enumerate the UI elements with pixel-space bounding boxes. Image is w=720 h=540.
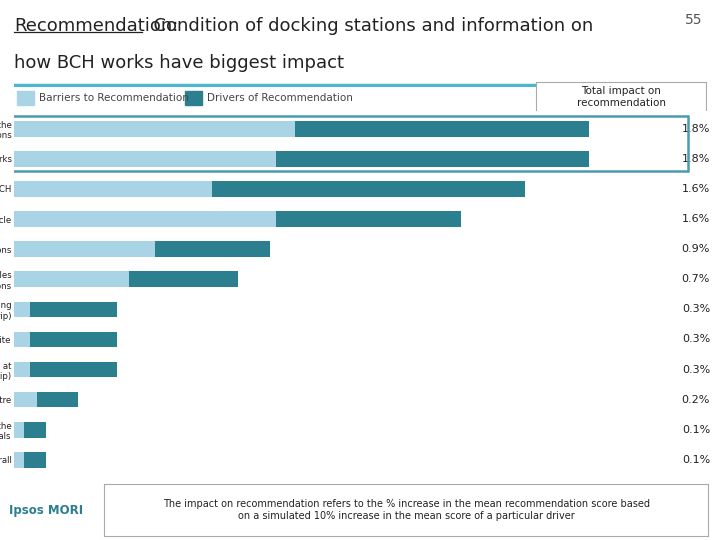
Bar (14, 121, 295, 137)
Bar (276, 151, 589, 167)
Bar (14, 422, 24, 437)
Text: Drivers of Recommendation: Drivers of Recommendation (207, 93, 353, 103)
Text: 0.9%: 0.9% (682, 244, 710, 254)
Text: 1.6%: 1.6% (682, 214, 710, 224)
Bar (212, 181, 525, 197)
Bar (14, 362, 30, 377)
Bar (295, 121, 589, 137)
Bar (17, 91, 34, 105)
Text: 0.3%: 0.3% (682, 305, 710, 314)
Text: 1.8%: 1.8% (682, 154, 710, 164)
Bar (14, 211, 276, 227)
Text: Ipsos MORI: Ipsos MORI (9, 504, 83, 517)
Bar (14, 301, 30, 317)
Bar (130, 272, 238, 287)
Bar (24, 422, 46, 437)
Text: 0.3%: 0.3% (682, 334, 710, 345)
Text: 0.3%: 0.3% (682, 364, 710, 375)
Text: 0.1%: 0.1% (682, 455, 710, 465)
Text: 0.1%: 0.1% (682, 425, 710, 435)
Text: The impact on recommendation refers to the % increase in the mean recommendation: The impact on recommendation refers to t… (163, 499, 649, 521)
Bar (14, 332, 30, 347)
Bar (30, 332, 117, 347)
Text: Barriers to Recommendation: Barriers to Recommendation (39, 93, 189, 103)
Text: Total impact on
recommendation: Total impact on recommendation (577, 86, 665, 107)
Text: Condition of docking stations and information on: Condition of docking stations and inform… (142, 17, 593, 35)
Bar (14, 272, 130, 287)
Bar (276, 211, 461, 227)
Bar (186, 91, 202, 105)
Text: 0.2%: 0.2% (682, 395, 710, 404)
Bar (30, 301, 117, 317)
Bar (14, 151, 276, 167)
Bar (30, 362, 117, 377)
Bar (14, 181, 212, 197)
Bar (155, 241, 270, 257)
Text: 1.6%: 1.6% (682, 184, 710, 194)
Bar (24, 452, 46, 468)
Text: 55: 55 (685, 14, 702, 28)
Text: 1.8%: 1.8% (682, 124, 710, 134)
Bar (37, 392, 78, 408)
Bar (14, 241, 155, 257)
Text: 0.7%: 0.7% (682, 274, 710, 284)
Bar (14, 392, 37, 408)
Bar (14, 452, 24, 468)
Text: Recommendation:: Recommendation: (14, 17, 179, 35)
Text: how BCH works have biggest impact: how BCH works have biggest impact (14, 54, 344, 72)
